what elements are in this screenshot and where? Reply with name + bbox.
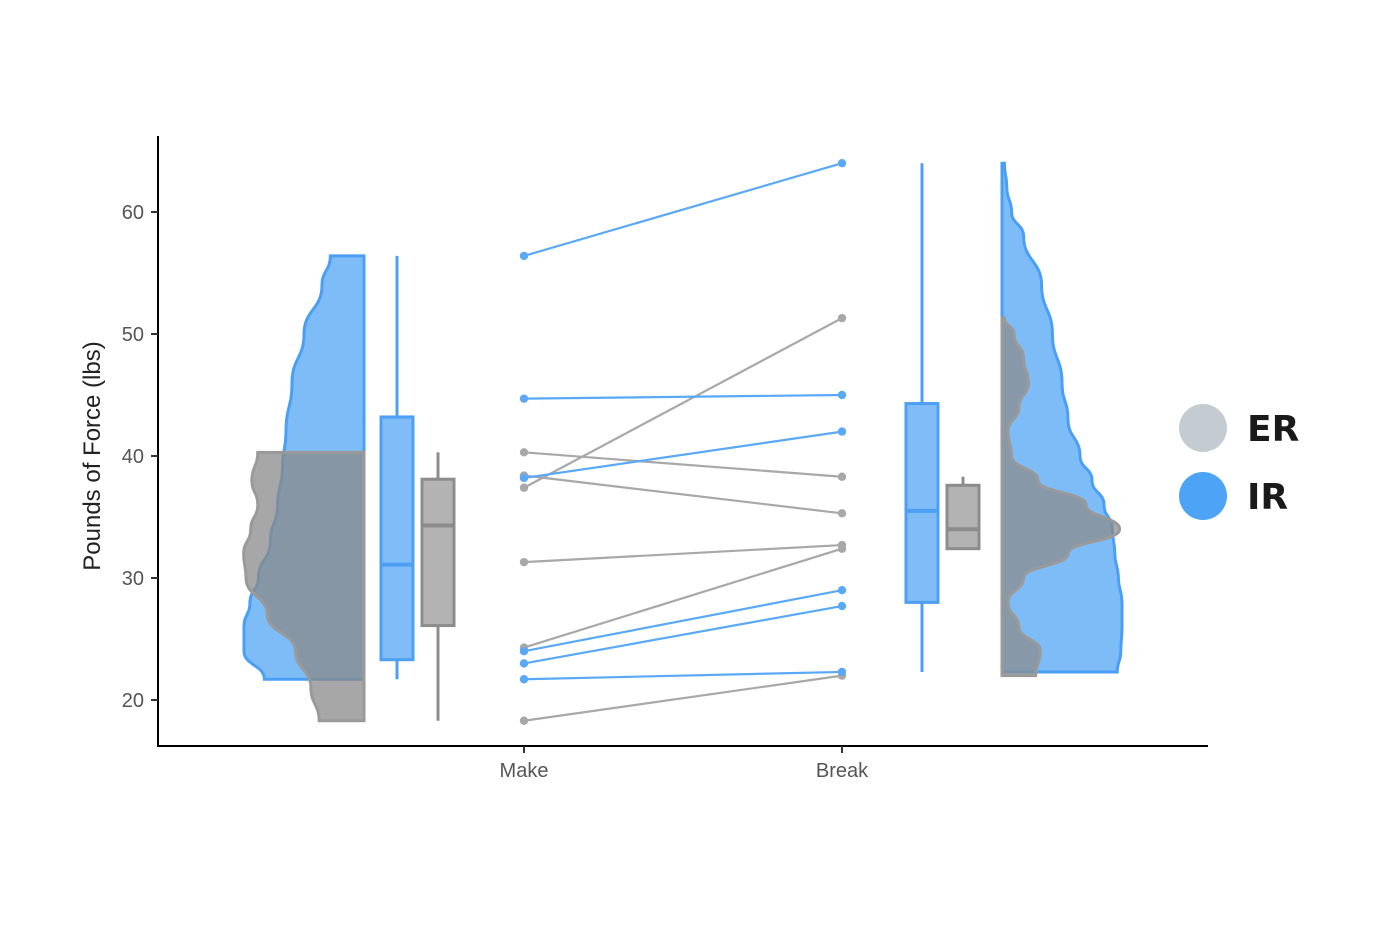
point-ir-break-0 — [837, 667, 847, 677]
density-er-make — [242, 450, 366, 723]
y-tick-label-30: 30 — [122, 568, 144, 590]
y-tick-label-50: 50 — [122, 324, 144, 346]
density-layer — [242, 161, 1124, 723]
plot-area — [242, 159, 1124, 725]
box-er-break-box — [945, 483, 981, 551]
pair-line-er-1 — [523, 547, 843, 649]
point-ir-break-3 — [837, 427, 847, 436]
point-er-break-5 — [837, 472, 847, 481]
point-ir-break-2 — [837, 586, 847, 595]
box-ir-break — [904, 163, 940, 672]
axes: 20 30 40 50 60 Make Break Pounds of Force (lb… — [79, 136, 1208, 782]
pair-line-ir-2 — [523, 589, 843, 653]
y-ticks: 20 30 40 50 60 — [122, 202, 158, 712]
point-ir-break-5 — [837, 159, 847, 168]
box-ir-make — [379, 255, 415, 680]
point-ir-break-1 — [837, 601, 847, 611]
pair-line-ir-1 — [523, 604, 843, 665]
y-tick-label-40: 40 — [122, 446, 144, 468]
legend-label-ir: IR — [1247, 477, 1288, 518]
point-ir-make-4 — [519, 394, 529, 403]
point-er-break-4 — [837, 509, 847, 518]
point-ir-break-4 — [837, 390, 847, 400]
legend-swatch-er — [1179, 404, 1227, 452]
point-er-break-3 — [837, 313, 847, 323]
boxplot-layer — [379, 163, 981, 721]
point-er-break-2 — [837, 540, 847, 550]
point-er-make-5 — [519, 448, 529, 457]
pair-line-er-3 — [523, 317, 843, 489]
point-ir-make-3 — [519, 473, 529, 483]
pair-line-ir-4 — [523, 393, 843, 400]
legend: ER IR — [1179, 404, 1299, 520]
box-er-make-box — [420, 477, 456, 628]
pair-line-ir-5 — [523, 162, 843, 257]
y-axis-title: Pounds of Force (lbs) — [79, 341, 106, 570]
point-er-make-2 — [519, 557, 529, 567]
box-ir-break-box — [904, 402, 940, 604]
legend-label-er: ER — [1247, 409, 1299, 450]
density-er-break — [1000, 316, 1122, 678]
x-tick-label-make: Make — [500, 760, 549, 782]
box-er-break — [945, 476, 981, 551]
x-tick-label-break: Break — [816, 760, 869, 782]
point-er-make-0 — [519, 716, 529, 725]
pair-line-er-4 — [523, 474, 843, 515]
pair-line-er-2 — [523, 543, 843, 564]
box-er-make — [420, 452, 456, 721]
point-ir-make-5 — [519, 251, 529, 261]
pair-line-ir-0 — [523, 670, 843, 681]
x-ticks: Make Break — [500, 746, 869, 782]
paired-lines-layer — [523, 162, 843, 722]
legend-swatch-ir — [1179, 472, 1227, 520]
point-ir-make-2 — [519, 647, 529, 656]
point-ir-make-0 — [519, 675, 529, 684]
points-layer — [519, 159, 847, 725]
point-er-make-3 — [519, 483, 529, 492]
pair-line-er-5 — [523, 451, 843, 478]
y-tick-label-60: 60 — [122, 202, 144, 224]
density-ir-break — [1000, 161, 1124, 674]
box-ir-make-box — [379, 415, 415, 662]
pair-line-ir-3 — [523, 430, 843, 480]
y-tick-label-20: 20 — [122, 690, 144, 712]
point-ir-make-1 — [519, 659, 529, 668]
pair-line-er-0 — [523, 674, 843, 722]
